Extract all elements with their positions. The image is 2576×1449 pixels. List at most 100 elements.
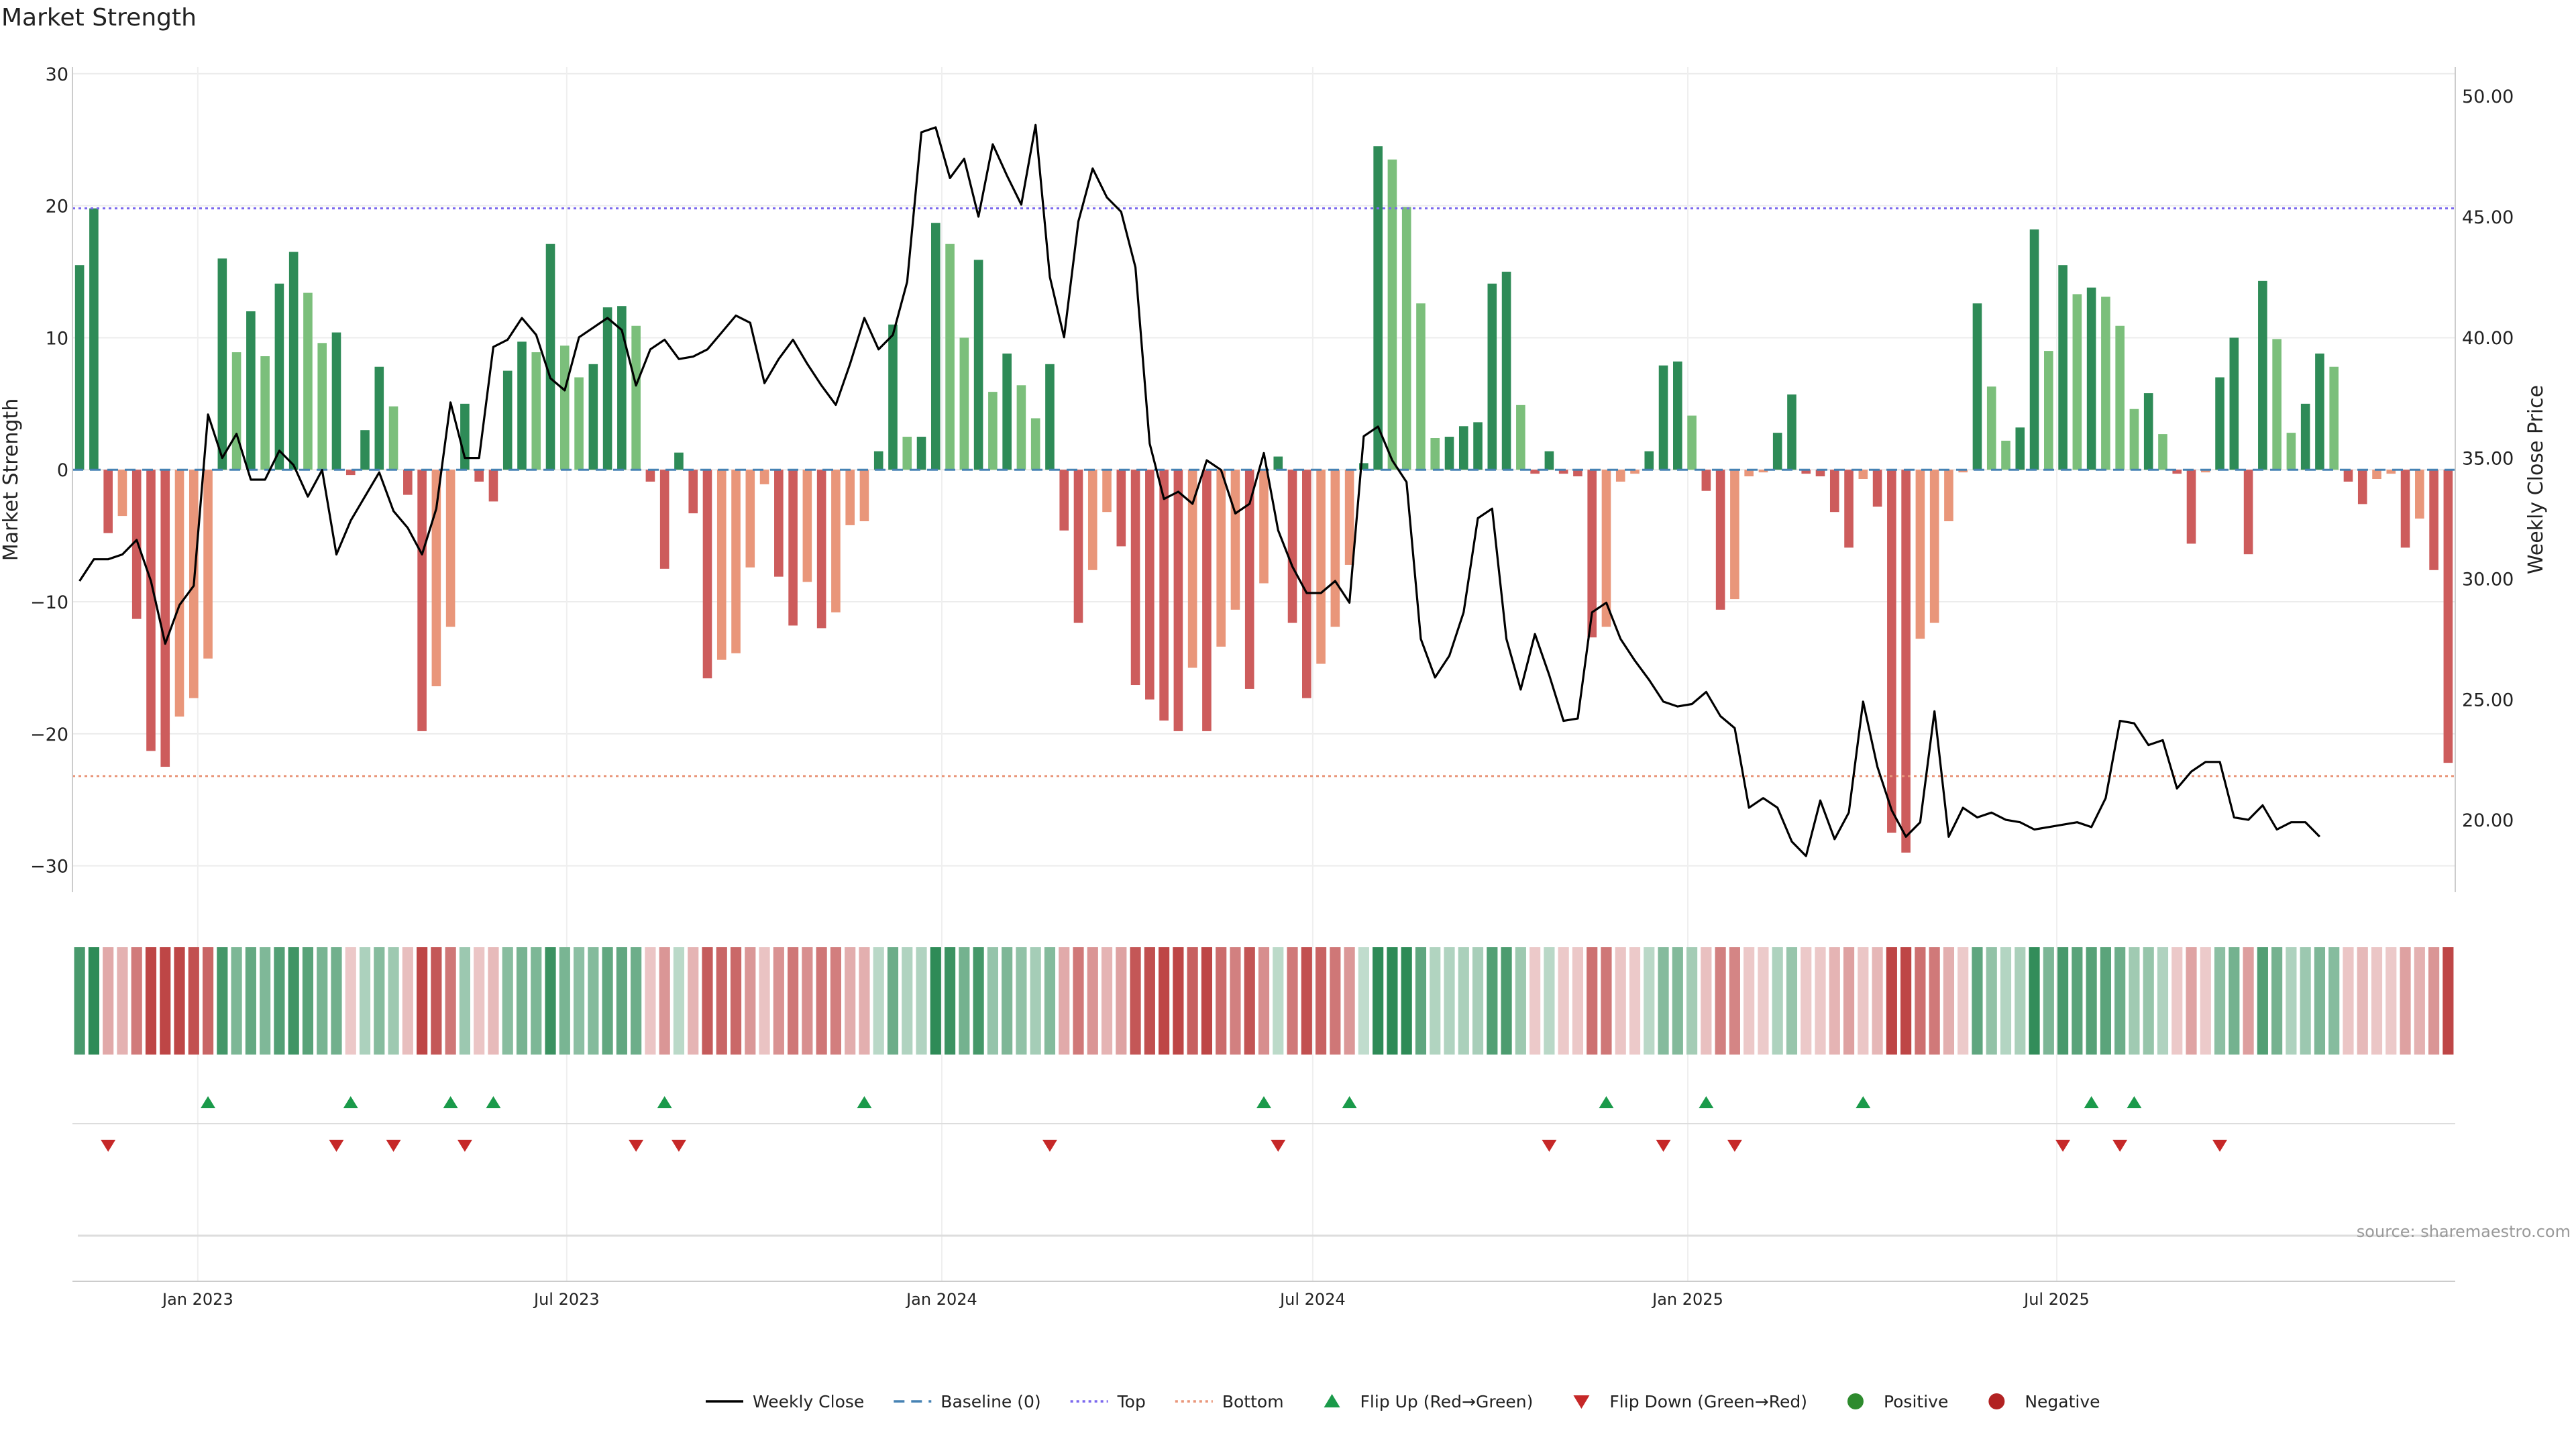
right-tick-label: 35.00 [2462, 449, 2514, 470]
strength-bar [973, 260, 983, 470]
heat-cell [1358, 947, 1369, 1055]
strength-bar [702, 470, 712, 679]
heat-cell [488, 947, 499, 1055]
strength-bar [1130, 470, 1140, 686]
heat-cell [1301, 947, 1312, 1055]
strength-bar [617, 306, 627, 470]
strength-bar [1444, 437, 1454, 470]
heat-cell [2300, 947, 2311, 1055]
heat-cell [145, 947, 157, 1055]
strength-bar [1002, 354, 1012, 470]
flip-down-marker [101, 1140, 116, 1152]
legend-label: Negative [2025, 1392, 2100, 1411]
strength-bar [2429, 470, 2438, 570]
heat-cell [1330, 947, 1341, 1055]
strength-bar [1901, 470, 1911, 853]
strength-bar [174, 470, 184, 717]
strength-bar [1787, 394, 1796, 470]
heat-cell [2286, 947, 2297, 1055]
heat-cell [1601, 947, 1612, 1055]
strength-bar [2272, 339, 2282, 470]
strength-bar [1815, 470, 1825, 477]
heat-cell [2357, 947, 2368, 1055]
heat-cell [1444, 947, 1455, 1055]
strength-bar [1216, 470, 1226, 647]
heat-cell [2229, 947, 2240, 1055]
strength-bar [1116, 470, 1126, 547]
strength-bar [1986, 386, 1996, 470]
heat-cell [588, 947, 599, 1055]
right-tick-label: 20.00 [2462, 810, 2514, 831]
strength-bar [460, 403, 470, 470]
heat-cell [2400, 947, 2411, 1055]
legend-item: Flip Up (Red→Green) [1324, 1392, 1533, 1411]
heat-cell [459, 947, 470, 1055]
flip-up-marker [2084, 1096, 2099, 1108]
heat-cell [302, 947, 314, 1055]
heat-cell [973, 947, 984, 1055]
flip-up-marker [857, 1096, 872, 1108]
heat-cell [260, 947, 271, 1055]
strength-bar [345, 470, 356, 476]
right-axis-label: Weekly Close Price [2524, 385, 2548, 574]
x-tick-label: Jan 2025 [1651, 1290, 1723, 1309]
heat-cell [160, 947, 171, 1055]
strength-bar [217, 258, 227, 470]
weekly-close-line [78, 123, 2321, 857]
flip-down-marker [2112, 1140, 2128, 1152]
flip-up-marker [443, 1096, 458, 1108]
strength-bar [1073, 470, 1083, 623]
heat-cell [374, 947, 385, 1055]
heat-cell [1273, 947, 1284, 1055]
left-tick-label: −20 [30, 724, 68, 745]
heat-cell [1472, 947, 1484, 1055]
strength-bar [2286, 433, 2296, 470]
legend-item: Negative [1988, 1392, 2100, 1411]
strength-bar [2015, 427, 2025, 470]
heat-cell [2186, 947, 2197, 1055]
strength-bar [659, 470, 669, 569]
source-credit: source: sharemaestro.com [2357, 1222, 2571, 1241]
strength-bar [2357, 470, 2367, 504]
x-tick-label: Jul 2023 [533, 1290, 600, 1309]
flip-down-marker [629, 1140, 644, 1152]
heat-cell [402, 947, 413, 1055]
heat-cell [688, 947, 699, 1055]
heat-cell [1373, 947, 1384, 1055]
strength-bar [1230, 470, 1240, 610]
heat-cell [1173, 947, 1184, 1055]
strength-bar [160, 470, 170, 767]
heat-cell [1458, 947, 1469, 1055]
strength-bar [1701, 470, 1711, 491]
left-tick-label: 30 [46, 64, 68, 85]
heat-cell [1957, 947, 1969, 1055]
strength-bar [1030, 418, 1040, 470]
heat-cell [2371, 947, 2383, 1055]
heat-cell [1030, 947, 1041, 1055]
strength-bar [2329, 366, 2339, 470]
strength-bar [360, 430, 370, 470]
strength-bar [716, 470, 727, 660]
heat-cell [1087, 947, 1098, 1055]
strength-bar [1673, 361, 1682, 470]
heat-cell [1501, 947, 1512, 1055]
heat-cell [131, 947, 142, 1055]
strength-bar [474, 470, 484, 482]
strength-bar [1958, 470, 1968, 473]
strength-bar [1487, 283, 1497, 470]
gridlines [72, 67, 2455, 1281]
strength-bar [1929, 470, 1939, 623]
legend-item: Top [1070, 1392, 1146, 1411]
heat-cell [2129, 947, 2140, 1055]
heat-cell [1801, 947, 1812, 1055]
left-tick-label: −10 [30, 592, 68, 613]
heat-cell [845, 947, 856, 1055]
strength-bar [1630, 470, 1640, 474]
x-tick-label: Jan 2024 [905, 1290, 977, 1309]
strength-bar [1801, 470, 1811, 474]
strength-bar [774, 470, 784, 577]
heat-cell [1515, 947, 1526, 1055]
strength-bar [2243, 470, 2253, 555]
legend: Weekly Close Baseline (0) Top Bottom Flip Up… [706, 1392, 2100, 1411]
strength-bar [1530, 470, 1540, 474]
